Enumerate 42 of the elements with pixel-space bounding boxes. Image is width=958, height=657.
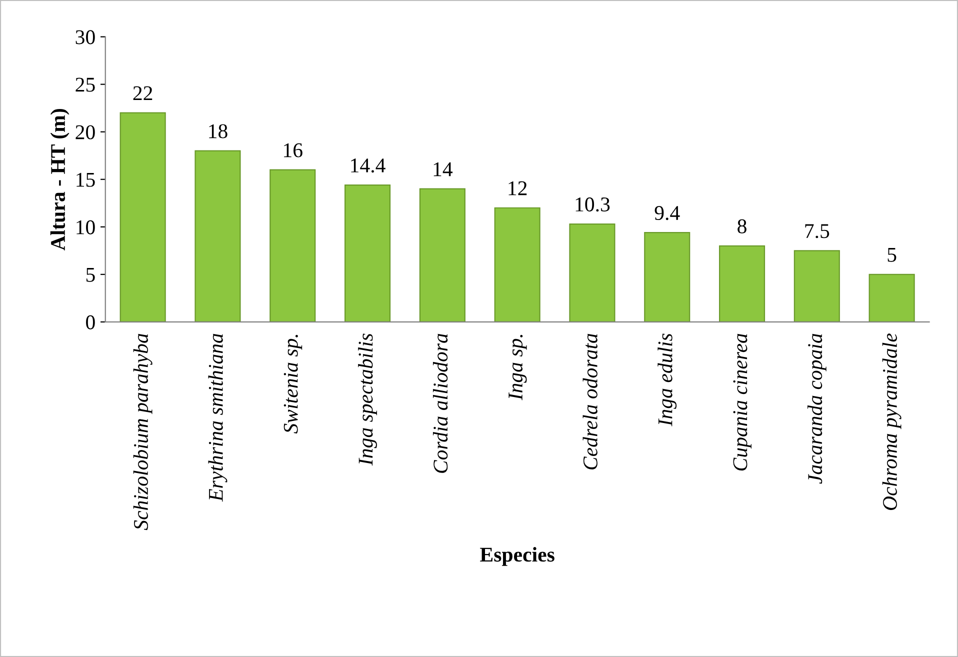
- y-tick-label: 0: [86, 315, 95, 330]
- bar: [494, 207, 540, 322]
- bar: [794, 250, 840, 322]
- data-label: 14: [434, 162, 453, 176]
- x-tick-label: Inga spectabilis: [358, 334, 377, 466]
- bar: [569, 223, 616, 322]
- data-label: 16: [284, 143, 302, 158]
- x-tick-label: Jacaranda copaia: [807, 334, 826, 484]
- x-tick-label: Inga sp.: [508, 334, 527, 400]
- y-tick-label: 30: [76, 30, 95, 44]
- bar: [718, 245, 766, 322]
- x-tick-label: Switenia sp.: [284, 334, 302, 434]
- y-tick-label: 20: [76, 125, 95, 140]
- data-label: 22: [133, 86, 152, 100]
- x-tick-label: Cordia alliodora: [432, 334, 448, 473]
- x-tick-label: Cupania cinerea: [733, 334, 752, 471]
- y-axis-title: Altura - HT (m): [50, 109, 70, 250]
- data-label: 5: [888, 248, 896, 262]
- data-label: 18: [209, 124, 228, 138]
- bar: [644, 232, 690, 322]
- data-label: 7.5: [805, 224, 830, 238]
- bar: [344, 184, 391, 322]
- data-label: 12: [508, 181, 527, 196]
- y-tick-label: 10: [76, 220, 95, 234]
- data-label: 9.4: [654, 206, 680, 220]
- bar: [194, 150, 241, 322]
- bar: [419, 188, 466, 322]
- x-tick-label: Cedrela odorata: [582, 334, 598, 470]
- x-tick-label: Schizolobium parahyba: [133, 334, 152, 530]
- y-tick-label: 25: [76, 78, 95, 92]
- x-tick-label: Inga edulis: [658, 334, 677, 426]
- x-axis-title: Especies: [480, 547, 554, 566]
- bar: [868, 274, 915, 322]
- data-label: 8: [738, 219, 746, 234]
- bar: [270, 169, 316, 322]
- x-tick-label: Erythrina smithiana: [208, 334, 228, 502]
- data-label: 14.4: [351, 158, 386, 173]
- y-tick-label: 5: [86, 268, 95, 282]
- y-tick-label: 15: [76, 172, 95, 187]
- data-label: 10.3: [576, 197, 610, 212]
- bar: [120, 112, 166, 322]
- x-tick-label: Ochroma pyramidale: [882, 334, 902, 510]
